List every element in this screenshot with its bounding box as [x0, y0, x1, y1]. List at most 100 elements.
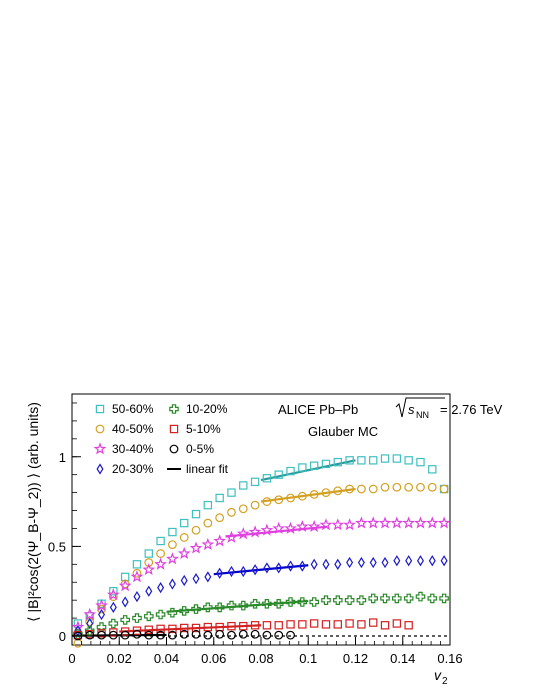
legend-marker [96, 463, 104, 475]
x-tick-label: 0.02 [107, 651, 132, 666]
data-point [439, 593, 449, 604]
x-axis-title-main: v [434, 667, 442, 683]
data-point [274, 621, 283, 630]
data-point [106, 588, 120, 601]
data-point [180, 518, 189, 528]
data-point [343, 518, 356, 531]
legend-item-linear-fit: linear fit [167, 462, 229, 476]
data-point [321, 595, 331, 606]
data-point [179, 606, 189, 616]
data-point [250, 598, 260, 609]
data-point [156, 549, 165, 558]
data-point [416, 457, 425, 467]
data-point [405, 555, 413, 567]
data-point [168, 578, 176, 590]
data-point [155, 609, 166, 620]
data-point [144, 630, 154, 640]
data-point [309, 597, 319, 607]
legend-label: 40-50% [112, 422, 154, 436]
legend-item: 0-5% [169, 442, 214, 456]
data-point [144, 625, 153, 634]
data-point [437, 516, 451, 529]
data-point [177, 546, 191, 559]
y-tick-label: 0.5 [48, 539, 66, 554]
legend-item: 10-20% [169, 402, 228, 416]
data-point [168, 624, 177, 634]
data-point [378, 516, 392, 529]
data-point [380, 454, 390, 463]
annotation: ALICE Pb–Pb s NN = 2.76 TeV Glauber MC [278, 397, 503, 439]
data-point [274, 495, 284, 505]
data-point [226, 600, 237, 611]
data-point [168, 540, 177, 549]
annotation-line1-suffix: = 2.76 TeV [440, 402, 503, 417]
data-point [298, 560, 306, 572]
data-point [179, 533, 189, 542]
data-point [369, 456, 378, 465]
data-point [168, 630, 177, 640]
data-point [97, 630, 106, 640]
data-point [98, 608, 106, 621]
data-point [132, 568, 142, 578]
fit-line [166, 599, 309, 613]
data-point [369, 556, 377, 569]
data-point [239, 481, 248, 490]
data-point [333, 595, 343, 606]
data-point [238, 504, 248, 514]
legend-label: linear fit [186, 462, 229, 476]
data-point [416, 482, 425, 492]
data-point [83, 607, 97, 621]
data-point [334, 558, 342, 570]
data-point [227, 507, 236, 517]
data-point [390, 516, 404, 529]
data-point [157, 581, 165, 594]
data-point [179, 629, 189, 639]
data-point [287, 560, 295, 572]
marker-layer [71, 454, 451, 648]
data-point [203, 630, 213, 640]
data-point [236, 527, 250, 540]
data-point [142, 563, 156, 576]
legend-item: 20-30% [96, 462, 154, 476]
data-point [309, 490, 319, 499]
x-tick-label: 0.08 [248, 651, 273, 666]
data-point [286, 466, 295, 476]
data-point [428, 555, 436, 567]
data-point [355, 516, 368, 529]
data-point [156, 630, 165, 640]
annotation-line1-prefix: ALICE Pb–Pb [278, 402, 358, 417]
data-point [366, 516, 380, 529]
data-point [262, 598, 272, 609]
data-point [204, 571, 212, 583]
data-point [239, 621, 248, 631]
fit-line [213, 564, 309, 576]
data-point [392, 619, 402, 628]
legend-marker [169, 444, 179, 454]
data-point [262, 630, 272, 640]
data-point [144, 549, 153, 558]
legend-label: 20-30% [112, 462, 154, 476]
data-point [168, 527, 177, 537]
data-point [156, 624, 165, 634]
data-point [344, 595, 355, 606]
data-point [274, 630, 284, 640]
data-point [250, 629, 260, 639]
data-point [238, 629, 248, 639]
legend-marker [169, 404, 179, 414]
data-point [404, 621, 413, 630]
data-point [132, 613, 142, 623]
data-point [120, 627, 130, 636]
legend-marker [93, 442, 107, 455]
legend-label: 5-10% [186, 422, 221, 436]
data-point [321, 620, 331, 629]
data-point [133, 590, 141, 603]
legend-marker [95, 424, 105, 434]
data-point [345, 619, 354, 628]
data-point [404, 482, 414, 492]
series-30-40pct [71, 516, 451, 633]
data-point [167, 607, 178, 618]
data-point [319, 518, 333, 531]
data-point [250, 500, 260, 510]
data-point [404, 456, 413, 465]
data-point [71, 620, 85, 633]
